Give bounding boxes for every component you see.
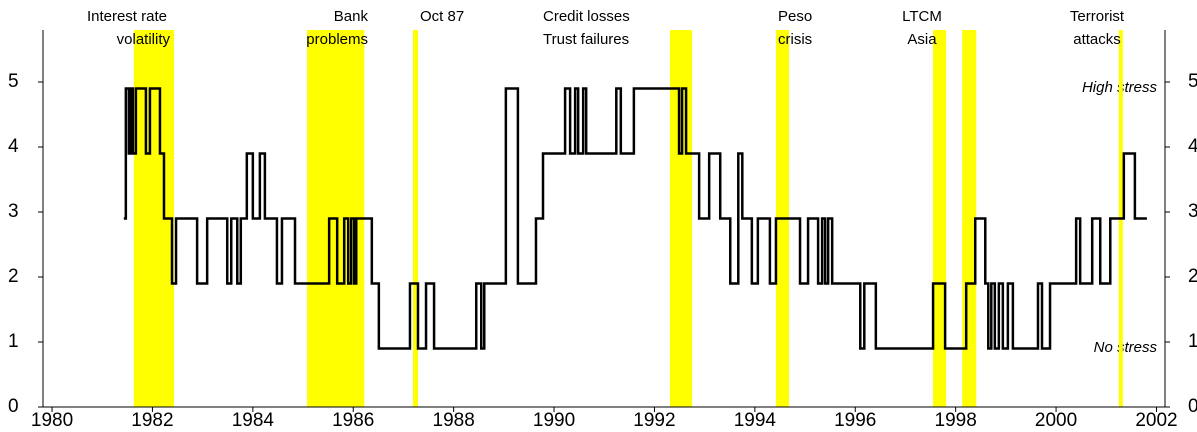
annotation: Peso <box>778 8 812 25</box>
y-tick-label: 4 <box>8 136 19 157</box>
annotation: LTCM <box>902 8 942 25</box>
x-tick-label: 1996 <box>834 410 876 431</box>
y2-tick-label: 3 <box>1188 201 1197 222</box>
annotation: Terrorist <box>1070 8 1125 25</box>
y-tick-label: 0 <box>8 396 19 417</box>
x-tick-label: 1986 <box>332 410 374 431</box>
annotation: Asia <box>907 31 937 48</box>
y2-tick-label: 1 <box>1188 331 1197 352</box>
annotation: Interest rate <box>87 8 167 25</box>
x-tick-label: 1984 <box>232 410 275 431</box>
x-tick-label: 1998 <box>935 410 977 431</box>
x-tick-label: 2000 <box>1035 410 1077 431</box>
annotation: Trust failures <box>543 31 629 48</box>
x-tick-label: 1992 <box>633 410 675 431</box>
y2-tick-label: 2 <box>1188 266 1197 287</box>
annotation: attacks <box>1073 31 1121 48</box>
shaded-period <box>412 30 419 407</box>
annotation: crisis <box>778 31 812 48</box>
x-tick-label: 1980 <box>31 410 73 431</box>
y-tick-label: 2 <box>8 266 19 287</box>
x-tick-label: 1994 <box>734 410 777 431</box>
y2-tick-label: 0 <box>1188 396 1197 417</box>
annotation: volatility <box>117 31 171 48</box>
annotation: Oct 87 <box>420 8 464 25</box>
y-tick-label: 1 <box>8 331 19 352</box>
x-tick-label: 1982 <box>131 410 173 431</box>
no-stress-label: No stress <box>1094 339 1158 356</box>
stress-line <box>123 87 1147 350</box>
y2-tick-label: 4 <box>1188 136 1197 157</box>
shaded-period <box>933 30 947 407</box>
y-tick-label: 5 <box>8 71 19 92</box>
annotation: Credit losses <box>543 8 630 25</box>
shaded-period <box>670 30 693 407</box>
x-tick-label: 1988 <box>433 410 475 431</box>
x-tick-label: 1990 <box>533 410 575 431</box>
annotation: problems <box>306 31 368 48</box>
x-tick-label: 2002 <box>1135 410 1177 431</box>
y2-tick-label: 5 <box>1188 71 1197 92</box>
y-tick-label: 3 <box>8 201 19 222</box>
annotation: Bank <box>334 8 369 25</box>
